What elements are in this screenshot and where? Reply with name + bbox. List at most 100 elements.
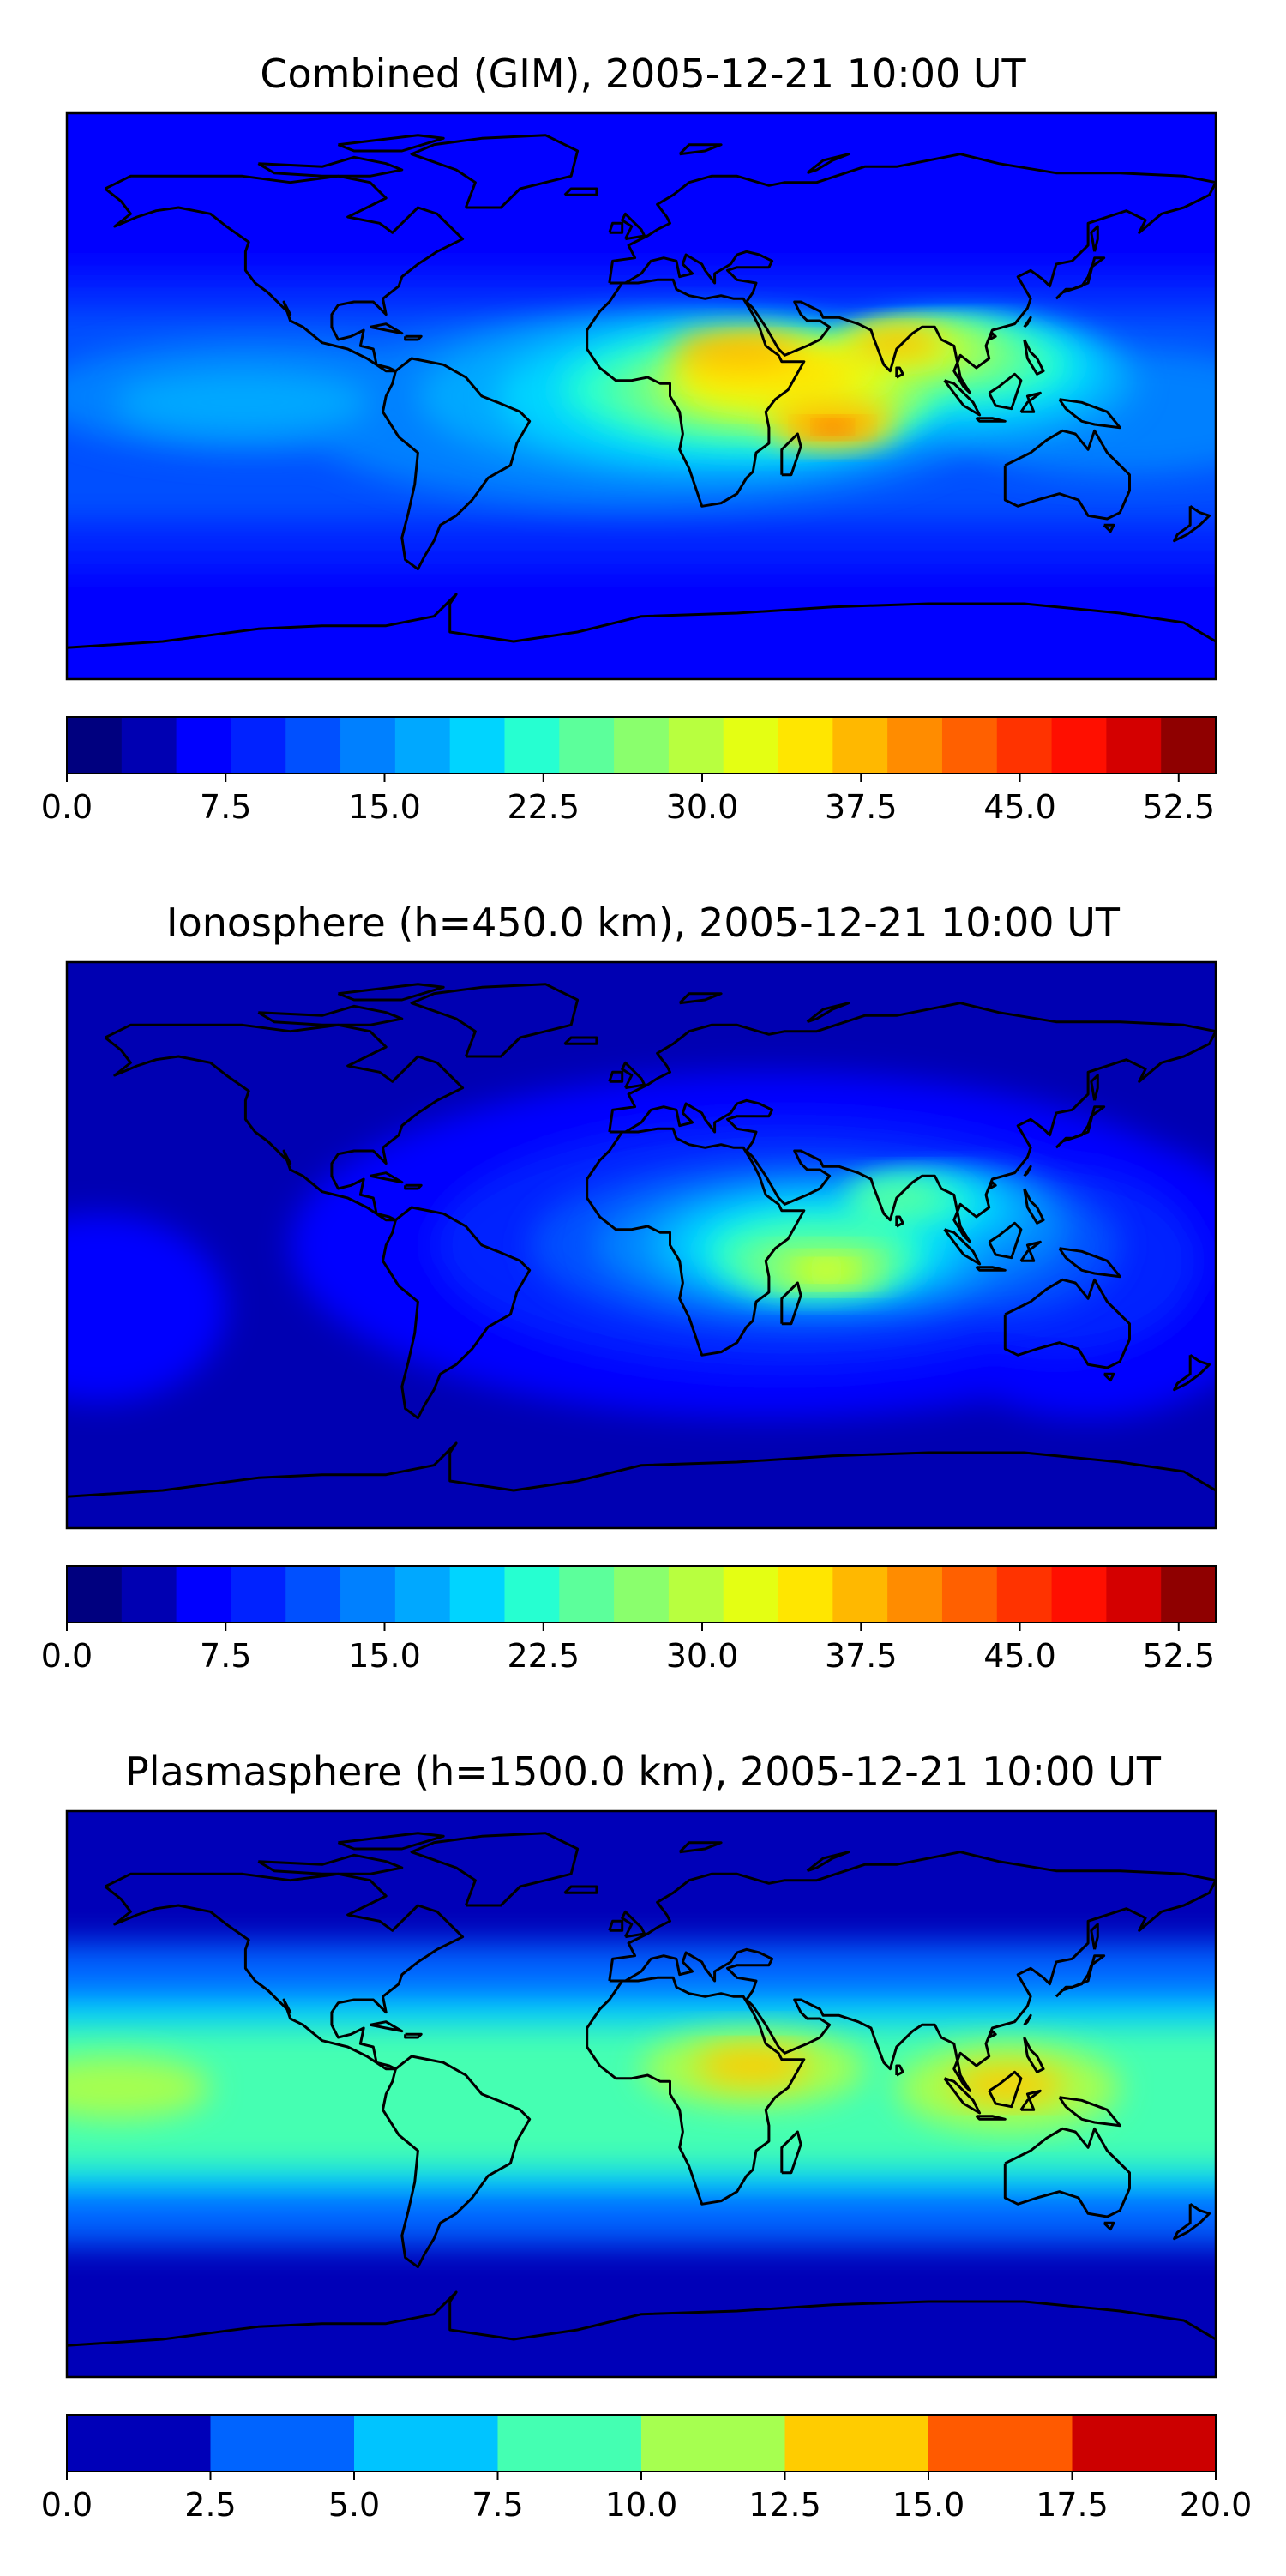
coastline [1058,1247,1121,1279]
coastline [608,153,1216,394]
colorbar-swatch [176,1566,232,1622]
coastline [1055,1105,1106,1149]
colorbar-swatch [723,1566,779,1622]
colorbar-swatch [504,1566,560,1622]
colorbar-swatch [121,1566,177,1622]
coastline [370,322,404,335]
colorbar-swatch [354,2415,499,2471]
coastline [104,1023,465,1222]
coastline [1023,2013,1032,2026]
colorbar-tick-label: 0.0 [41,788,93,826]
colorbar-swatch [210,2415,355,2471]
coastline [404,2032,423,2039]
coastline [621,212,646,241]
coastline [370,1171,404,1184]
coastline [410,1832,580,1907]
coastline [337,134,445,153]
colorbar-swatch [559,1566,615,1622]
colorbar-tick-label: 5.0 [328,2486,380,2524]
colorbar-swatch [614,717,670,773]
coastline [1003,2127,1131,2218]
colorbar-tick-label: 22.5 [507,788,580,826]
colorbar-swatch [67,717,123,773]
colorbar-swatch [784,2415,929,2471]
colorbar-swatch [641,2415,786,2471]
coastline [104,1872,465,2071]
coastline [67,2290,1216,2347]
coastlines [67,1832,1216,2347]
coastline [337,983,445,1002]
coastline [678,143,723,156]
colorbar-tick-label: 12.5 [748,2486,821,2524]
map-field [67,1811,1216,2377]
colorbar-ionosphere: 0.0 7.5 15.0 22.5 30.0 37.5 45.0 52.5 [41,1565,1217,1675]
panel-combined: Combined (GIM), 2005-12-21 10:00 UT 0.0 7… [41,51,1217,826]
colorbar-swatch [614,1566,670,1622]
coastline [1103,2221,1115,2231]
coastline [943,2077,982,2115]
coastline [586,1976,806,2206]
coastline [678,992,723,1005]
map-combined [65,111,1217,681]
coastline [1090,1074,1099,1101]
coastline [67,593,1216,649]
colorbar-tick-label: 0.0 [41,2486,93,2524]
colorbar-tick-label: 15.0 [348,788,421,826]
colorbar-tick-label: 7.5 [472,2486,523,2524]
colorbar-swatch [121,717,177,773]
coastline [1090,1923,1099,1950]
map-frame [65,111,1217,681]
colorbar-swatch [1161,1566,1217,1622]
coastline [104,174,465,373]
coastline [895,2064,904,2077]
colorbar-swatch [449,1566,506,1622]
colorbar-tick-label: 45.0 [983,1637,1056,1675]
colorbar-tick-label: 37.5 [825,788,898,826]
coastline [975,417,1007,423]
colorbar-tick-label: 52.5 [1142,1637,1215,1675]
map-plasmasphere [65,1809,1217,2379]
coastline [678,1841,723,1854]
colorbar-tick-label: 37.5 [825,1637,898,1675]
colorbar-tick-label: 15.0 [348,1637,421,1675]
colorbar-swatch [176,717,232,773]
colorbar-swatch [285,717,341,773]
colorbar-swatch [559,717,615,773]
coastline [608,1919,624,1932]
colorbar-swatch [1106,1566,1162,1622]
coastline [337,1832,445,1851]
coastline [1023,316,1032,328]
colorbar-swatch [723,717,779,773]
colorbar-tick-label: 7.5 [200,1637,251,1675]
coastline [1023,1188,1045,1225]
contour-level [801,1261,852,1280]
coastline [780,432,802,477]
coastline [1090,225,1099,252]
coastline [1103,1372,1115,1382]
coastline [608,1851,1216,2092]
coastline [608,1070,624,1083]
colorbar-swatch [67,1566,123,1622]
coastline [563,1885,598,1894]
coastline [780,2130,802,2175]
colorbar-tick-label: 30.0 [666,1637,739,1675]
coastline [988,332,997,341]
coastline [975,1266,1007,1272]
colorbar-tick-label: 22.5 [507,1637,580,1675]
coastline [67,1441,1216,1498]
coastline [806,1851,850,1873]
coastline [621,1061,646,1090]
coastline [895,366,904,379]
colorbar-swatch [67,2415,212,2471]
coastline [1023,2037,1045,2073]
coastline [1003,429,1131,521]
colorbar-swatch [1106,717,1162,773]
colorbar-swatch [887,717,943,773]
colorbar-frame [66,1565,1217,1623]
colorbar-tick-label: 0.0 [41,1637,93,1675]
colorbar-swatch [996,1566,1053,1622]
coastline [1173,505,1211,543]
coastline [943,379,982,417]
coastline [404,1183,423,1190]
panel-plasmasphere: Plasmasphere (h=1500.0 km), 2005-12-21 1… [41,1748,1253,2524]
